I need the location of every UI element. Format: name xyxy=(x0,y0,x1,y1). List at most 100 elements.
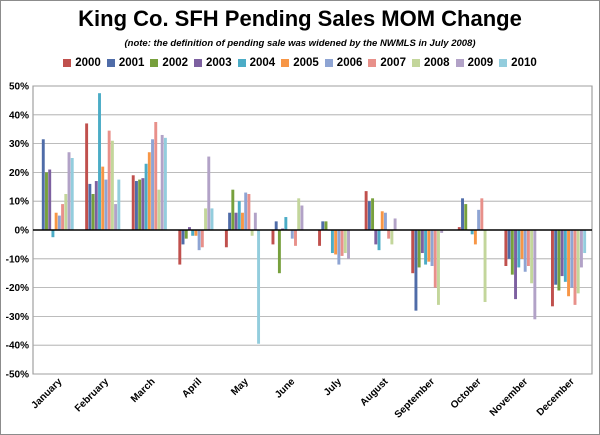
bar-2007-january xyxy=(61,204,65,230)
bar-2009-september xyxy=(440,230,444,233)
bar-2000-june xyxy=(271,230,275,245)
legend-swatch xyxy=(194,59,203,67)
legend-label: 2007 xyxy=(380,57,406,69)
bar-2006-october xyxy=(477,209,481,230)
x-tick-label: February xyxy=(73,376,111,414)
bar-2008-january xyxy=(64,194,68,230)
bar-2001-october xyxy=(461,198,464,230)
bar-2000-april xyxy=(178,230,182,265)
bar-2009-august xyxy=(393,218,397,230)
bar-2002-october xyxy=(464,204,468,230)
bar-2008-december xyxy=(576,230,580,294)
bar-2004-january xyxy=(51,230,55,238)
bar-2009-may xyxy=(253,212,257,230)
bar-2005-february xyxy=(101,166,105,230)
chart-title: King Co. SFH Pending Sales MOM Change xyxy=(78,6,522,31)
bar-2002-august xyxy=(371,198,375,230)
bar-2003-may xyxy=(234,212,238,230)
legend-swatch xyxy=(281,59,290,67)
bar-2003-september xyxy=(420,230,424,254)
legend-item-2006: 2006 xyxy=(324,57,363,69)
x-tick-label: April xyxy=(180,376,204,400)
bar-2002-june xyxy=(277,230,281,274)
bar-2006-august xyxy=(383,212,387,230)
bar-2010-may xyxy=(257,230,261,344)
bar-2001-july xyxy=(321,221,325,230)
bar-2009-april xyxy=(207,156,211,230)
y-tick-label: -10% xyxy=(6,254,29,265)
y-tick-label: -50% xyxy=(6,370,29,381)
y-tick-label: -30% xyxy=(6,312,29,323)
chart-subtitle: (note: the definition of pending sale wa… xyxy=(124,38,476,49)
legend-label: 2009 xyxy=(467,57,494,69)
bar-2005-august xyxy=(380,211,384,230)
legend-label: 2002 xyxy=(162,57,189,69)
legend-item-2003: 2003 xyxy=(194,57,232,69)
y-tick-label: 30% xyxy=(9,139,29,150)
bar-2005-october xyxy=(473,230,477,245)
legend-swatch xyxy=(150,59,159,67)
bar-2008-may xyxy=(250,230,254,236)
bar-2000-february xyxy=(85,123,89,230)
bar-2005-july xyxy=(334,230,338,255)
y-tick-label: 0% xyxy=(15,226,30,237)
bar-2004-may xyxy=(237,201,241,230)
y-tick-label: -20% xyxy=(6,283,29,294)
bar-2003-november xyxy=(514,230,517,300)
bar-2010-december xyxy=(583,230,587,254)
bar-2004-february xyxy=(98,93,101,230)
bar-2010-april xyxy=(210,208,214,230)
legend-label: 2003 xyxy=(206,57,232,69)
bar-2002-january xyxy=(45,172,48,230)
bar-2005-january xyxy=(54,212,58,230)
bar-2005-april xyxy=(194,230,198,236)
bar-2005-december xyxy=(567,230,571,297)
bar-2003-march xyxy=(141,178,145,230)
x-tick-label: January xyxy=(30,376,65,411)
bar-2005-november xyxy=(520,230,524,259)
x-tick-label: December xyxy=(535,376,577,418)
y-tick-label: 20% xyxy=(9,168,29,179)
bar-2007-may xyxy=(247,194,251,230)
legend-label: 2001 xyxy=(118,57,145,69)
legend-label: 2006 xyxy=(336,57,363,69)
bar-2001-august xyxy=(367,201,371,230)
legend-item-2001: 2001 xyxy=(106,57,145,69)
bar-2001-june xyxy=(274,221,278,230)
legend-swatch xyxy=(455,59,464,67)
bar-2007-december xyxy=(573,230,577,305)
legend-label: 2005 xyxy=(293,57,319,69)
bar-2005-march xyxy=(147,152,151,230)
bar-2003-february xyxy=(94,181,98,230)
bar-2009-march xyxy=(160,134,164,230)
bar-2007-august xyxy=(387,230,391,239)
bar-2005-may xyxy=(241,212,244,230)
y-tick-label: 40% xyxy=(9,110,29,121)
bar-2002-september xyxy=(417,230,421,268)
bar-2001-january xyxy=(41,139,45,230)
legend-item-2008: 2008 xyxy=(411,57,450,69)
bar-2006-march xyxy=(151,139,154,230)
bar-2008-september xyxy=(437,230,440,305)
bar-2006-december xyxy=(570,230,574,288)
bar-2000-august xyxy=(364,191,368,230)
y-tick-label: 50% xyxy=(9,82,29,93)
legend-item-2004: 2004 xyxy=(237,57,275,69)
legend-label: 2010 xyxy=(511,57,537,69)
bar-2007-february xyxy=(107,130,111,230)
bar-2004-june xyxy=(284,217,288,230)
bar-2002-march xyxy=(138,179,142,230)
bar-2002-february xyxy=(91,194,95,230)
bar-2010-january xyxy=(70,158,74,230)
bar-2004-december xyxy=(563,230,567,282)
bar-2004-september xyxy=(424,230,428,265)
legend-label: 2000 xyxy=(75,57,101,69)
bar-2008-august xyxy=(390,230,394,245)
legend-item-2009: 2009 xyxy=(455,57,494,69)
x-tick-label: May xyxy=(229,376,251,398)
bar-2008-june xyxy=(297,198,301,230)
y-tick-label: 10% xyxy=(9,197,29,208)
bar-2001-april xyxy=(181,230,185,245)
bar-2004-april xyxy=(191,230,195,236)
bar-2004-november xyxy=(517,230,521,268)
